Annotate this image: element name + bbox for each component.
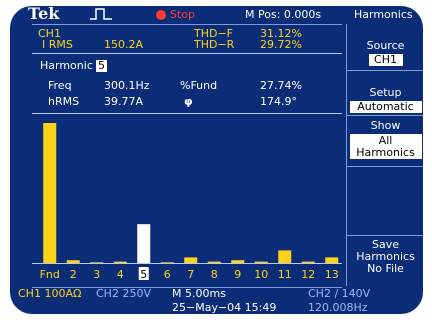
phase-label: φ: [184, 95, 193, 108]
harmonic-bar: [66, 260, 80, 263]
ch2-scale: CH2 250V: [96, 287, 151, 300]
setup-menu-button[interactable]: Setup Automatic: [347, 71, 423, 116]
save-harmonics-button[interactable]: Save Harmonics No File: [347, 236, 423, 285]
show-label: Show: [370, 119, 401, 132]
harmonic-label: Harmonic: [40, 59, 93, 72]
harmonic-bar: [301, 261, 315, 263]
show-value-line1: All: [378, 134, 393, 147]
scope-screen: Tek Stop M Pos: 0.000s Harmonics CH1 I R…: [10, 6, 423, 314]
hrms-value: 39.77A: [104, 95, 144, 108]
fund-value: 27.74%: [260, 79, 302, 92]
horizontal-position: M Pos: 0.000s: [245, 8, 322, 21]
thd-r-label: THD−R: [194, 38, 235, 51]
phase-value: 174.9°: [260, 95, 297, 108]
harmonic-bar: [160, 262, 174, 263]
freq-label: Freq: [48, 79, 72, 92]
harmonic-tick-label: 2: [70, 268, 77, 281]
timebase: M 5.00ms: [172, 287, 226, 300]
top-bar: Tek Stop M Pos: 0.000s Harmonics: [10, 6, 423, 24]
harmonic-bar: [90, 262, 104, 263]
save-label-line2: Harmonics: [356, 250, 415, 263]
harmonic-tick-label: 3: [93, 268, 100, 281]
thd-f-label: THD−F: [194, 27, 234, 40]
harmonic-bar: [231, 260, 245, 263]
details-divider: [32, 113, 342, 114]
acquisition-status: Stop: [170, 8, 196, 21]
source-label: Source: [366, 39, 405, 52]
irms-label: I RMS: [42, 38, 73, 51]
harmonic-tick-label: 10: [254, 268, 268, 281]
harmonic-bar: [113, 261, 127, 263]
setup-label: Setup: [369, 86, 402, 99]
thd-r-value: 29.72%: [260, 38, 302, 51]
freq-value: 300.1Hz: [104, 79, 150, 92]
harmonic-tick-label: 6: [164, 268, 171, 281]
show-menu-button[interactable]: Show All Harmonics: [347, 116, 423, 167]
selected-harmonic-field[interactable]: 5: [96, 59, 107, 72]
stop-indicator-icon: [156, 10, 166, 20]
harmonic-tick-label: 7: [187, 268, 194, 281]
selected-tick-highlight: [138, 267, 149, 280]
save-file-status: No File: [367, 262, 404, 275]
harmonic-bar: [43, 123, 57, 263]
summary-channel: CH1: [38, 27, 61, 40]
unlabeled-menu-button[interactable]: [347, 167, 423, 236]
harmonic-bar: [325, 257, 339, 263]
harmonic-tick-label: 4: [117, 268, 124, 281]
harmonic-bar: [254, 261, 268, 263]
ch1-scale: CH1 100AΩ: [18, 287, 82, 300]
show-value: All Harmonics: [349, 134, 422, 159]
harmonic-bar: [207, 261, 221, 263]
harmonic-tick-label: 9: [234, 268, 241, 281]
trigger-setting: CH2 ∕ 140V: [308, 287, 371, 300]
harmonic-tick-label: 11: [278, 268, 292, 281]
irms-value: 150.2A: [104, 38, 144, 51]
hrms-label: hRMS: [48, 95, 80, 108]
harmonics-bar-chart: Fnd 2 3 4 5 6 7 8 9 10 11 12 13: [32, 123, 342, 281]
trigger-pulse-icon: [90, 8, 112, 20]
date-time: 25−May−04 15:49: [172, 301, 277, 314]
source-menu-button[interactable]: Source CH1: [347, 24, 423, 71]
harmonic-tick-label: 13: [325, 268, 339, 281]
fund-label: %Fund: [180, 79, 218, 92]
harmonics-panel: CH1 I RMS 150.2A THD−F 31.12% THD−R 29.7…: [32, 24, 342, 288]
save-label-line1: Save: [371, 238, 399, 251]
show-value-line2: Harmonics: [356, 146, 415, 159]
thd-f-value: 31.12%: [260, 27, 302, 40]
harmonic-tick-label: 5: [140, 268, 147, 281]
harmonic-bar: [184, 257, 198, 263]
side-menu: Source CH1 Setup Automatic Show All Harm…: [346, 24, 423, 286]
screen-title: Harmonics: [354, 8, 413, 21]
summary-divider: [32, 53, 342, 54]
harmonic-tick-label: Fnd: [40, 268, 60, 281]
harmonic-tick-label: 12: [301, 268, 315, 281]
harmonic-tick-label: 8: [211, 268, 218, 281]
harmonic-bar: [278, 250, 292, 263]
harmonic-bar: [137, 224, 151, 263]
trigger-frequency: 120.008Hz: [308, 301, 368, 314]
setup-value: Automatic: [349, 101, 422, 113]
source-value: CH1: [368, 54, 403, 66]
status-bar: CH1 100AΩ CH2 250V M 5.00ms CH2 ∕ 140V 2…: [10, 286, 423, 314]
tek-logo: Tek: [28, 6, 60, 23]
